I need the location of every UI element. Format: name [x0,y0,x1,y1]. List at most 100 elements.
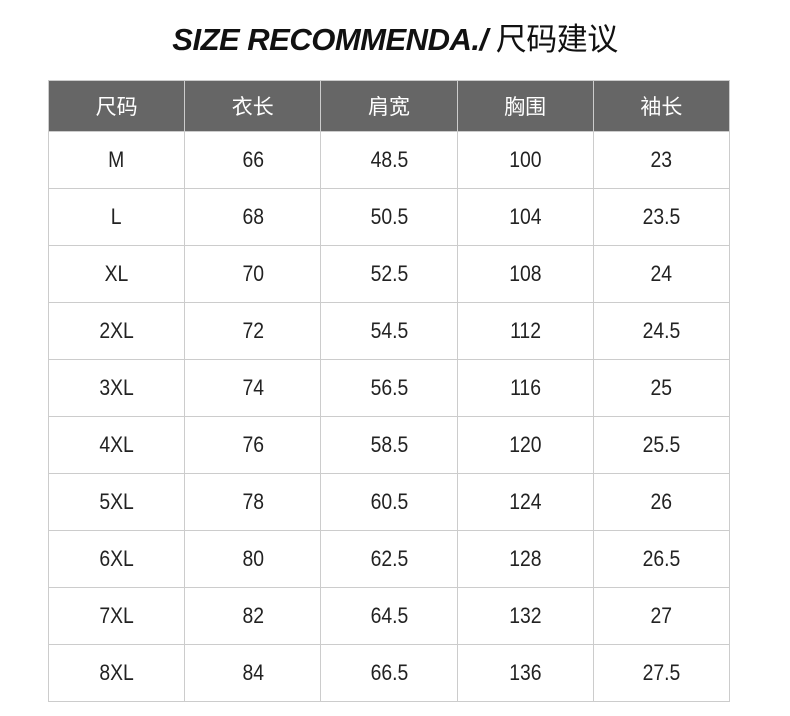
cell-value: 50.5 [370,204,408,229]
table-row: L 68 50.5 104 23.5 [47,188,731,246]
cell-value: 24 [650,261,673,286]
table-row: 7XL 82 64.5 132 27 [47,587,731,645]
column-header: 胸围 [456,80,594,132]
cell-value: 72 [242,318,264,343]
table-cell: 82 [184,587,322,645]
cell-value: 6XL [99,546,134,571]
cell-value: 128 [509,546,542,571]
table-cell: 23 [592,131,731,189]
table-cell: 124 [456,473,594,531]
cell-value: 62.5 [370,546,408,571]
table-cell: 64.5 [320,587,458,645]
table-cell: 136 [456,644,594,702]
table-cell: 60.5 [320,473,458,531]
table-cell: 2XL [47,302,186,360]
cell-value: 54.5 [370,318,408,343]
table-cell: 116 [456,359,594,417]
cell-value: 112 [509,318,541,343]
cell-value: 23.5 [642,204,681,229]
table-cell: 80 [184,530,322,588]
cell-value: 80 [242,546,264,571]
table-cell: 24.5 [592,302,731,360]
table-cell: 112 [456,302,594,360]
table-cell: 84 [184,644,322,702]
table-row: 8XL 84 66.5 136 27.5 [47,644,731,702]
cell-value: 108 [509,261,542,286]
cell-value: 60.5 [370,489,408,514]
table-cell: 74 [184,359,322,417]
cell-value: 68 [242,204,264,229]
table-cell: 7XL [47,587,186,645]
table-cell: 27 [592,587,731,645]
cell-value: 24.5 [642,318,681,343]
cell-value: 66 [242,147,264,172]
cell-value: 2XL [99,318,134,343]
cell-value: 76 [242,432,264,457]
table-cell: 62.5 [320,530,458,588]
cell-value: 66.5 [370,660,408,685]
table-cell: 5XL [47,473,186,531]
cell-value: 23 [650,147,673,172]
cell-value: 27 [650,603,673,628]
table-cell: 66 [184,131,322,189]
cell-value: 104 [509,204,542,229]
cell-value: 100 [509,147,542,172]
cell-value: 124 [509,489,542,514]
cell-value: 84 [242,660,264,685]
table-cell: 6XL [47,530,186,588]
title-english: SIZE RECOMMENDA./ [172,22,488,57]
table-cell: 70 [184,245,322,303]
column-header: 衣长 [184,80,322,132]
cell-value: 25 [650,375,673,400]
table-cell: 56.5 [320,359,458,417]
cell-value: 82 [242,603,264,628]
cell-value: 27.5 [642,660,681,685]
column-header: 袖长 [592,80,731,132]
table-cell: XL [47,245,186,303]
table-cell: 108 [456,245,594,303]
table-cell: 78 [184,473,322,531]
cell-value: 132 [509,603,542,628]
cell-value: M [108,147,125,172]
table-cell: 58.5 [320,416,458,474]
page-title: SIZE RECOMMENDA./ 尺码建议 [0,14,790,59]
table-cell: 4XL [47,416,186,474]
title-chinese: 尺码建议 [487,22,619,57]
header-row: 尺码 衣长 肩宽 胸围 袖长 [47,80,731,132]
table-cell: 25 [592,359,731,417]
cell-value: 58.5 [370,432,408,457]
cell-value: 64.5 [370,603,408,628]
column-header: 肩宽 [320,80,458,132]
cell-value: 70 [242,261,264,286]
table-cell: 26 [592,473,731,531]
cell-value: 26.5 [642,546,681,571]
table-row: M 66 48.5 100 23 [47,131,731,189]
table-cell: 104 [456,188,594,246]
cell-value: 5XL [99,489,134,514]
table-row: 3XL 74 56.5 116 25 [47,359,731,417]
table-row: 2XL 72 54.5 112 24.5 [47,302,731,360]
table-cell: 100 [456,131,594,189]
table-cell: 128 [456,530,594,588]
size-table: 尺码 衣长 肩宽 胸围 袖长 M 66 48.5 100 23 L 68 50.5 104 23.5 XL 7… [47,80,731,702]
table-cell: 68 [184,188,322,246]
cell-value: 7XL [99,603,134,628]
table-cell: L [47,188,186,246]
table-cell: M [47,131,186,189]
table-cell: 132 [456,587,594,645]
size-table-body: M 66 48.5 100 23 L 68 50.5 104 23.5 XL 70 52.5 108 24 2… [47,131,731,702]
table-cell: 120 [456,416,594,474]
cell-value: 26 [650,489,673,514]
table-cell: 27.5 [592,644,731,702]
cell-value: 4XL [99,432,134,457]
cell-value: 52.5 [370,261,408,286]
cell-value: 74 [242,375,264,400]
cell-value: XL [104,261,129,286]
table-row: 4XL 76 58.5 120 25.5 [47,416,731,474]
table-cell: 72 [184,302,322,360]
table-cell: 48.5 [320,131,458,189]
table-cell: 23.5 [592,188,731,246]
cell-value: 116 [509,375,541,400]
cell-value: 25.5 [642,432,681,457]
table-row: XL 70 52.5 108 24 [47,245,731,303]
